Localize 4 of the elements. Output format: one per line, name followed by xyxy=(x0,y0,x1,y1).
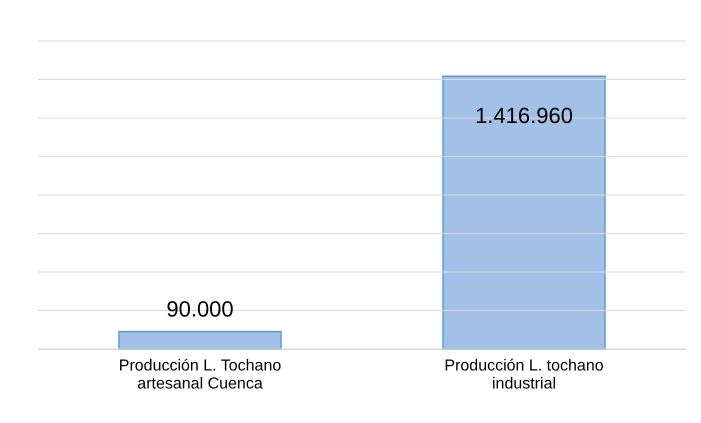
data-label: 90.000 xyxy=(166,296,234,322)
x-tick-label: Producción L. tochano industrial xyxy=(444,358,604,392)
x-tick-label: Producción L. Tochano artesanal Cuenca xyxy=(118,358,282,392)
data-label: 1.416.960 xyxy=(475,103,573,128)
